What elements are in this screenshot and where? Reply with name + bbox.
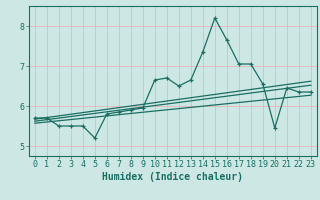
X-axis label: Humidex (Indice chaleur): Humidex (Indice chaleur) — [102, 172, 243, 182]
